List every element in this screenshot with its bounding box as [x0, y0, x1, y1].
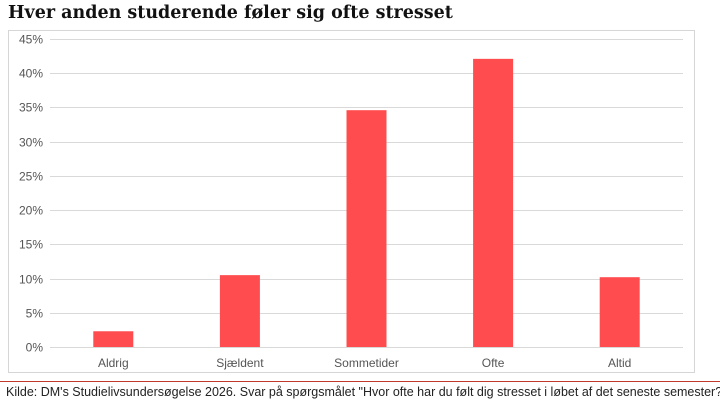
- bar: [599, 277, 640, 347]
- y-tick-label: 40%: [19, 67, 43, 81]
- y-tick-label: 20%: [19, 204, 43, 218]
- x-tick-label: Sommetider: [334, 356, 399, 370]
- x-tick-label: Altid: [608, 356, 631, 370]
- y-tick-label: 35%: [19, 101, 43, 115]
- x-tick-label: Ofte: [482, 356, 505, 370]
- y-tick-label: 5%: [26, 307, 44, 321]
- y-tick-label: 10%: [19, 273, 43, 287]
- footer-divider: [0, 381, 720, 382]
- chart-title: Hver anden studerende føler sig ofte str…: [8, 3, 453, 23]
- y-tick-label: 25%: [19, 170, 43, 184]
- bar: [473, 58, 514, 348]
- bar-chart: 0% 5% 10% 15% 20% 25% 30% 35% 40% 45% Aldrig Sjælde…: [19, 33, 683, 370]
- y-tick-label: 30%: [19, 136, 43, 150]
- x-tick-label: Aldrig: [98, 356, 129, 370]
- bar: [346, 110, 387, 347]
- bar: [93, 331, 134, 347]
- source-note: Kilde: DM's Studielivsundersøgelse 2026.…: [6, 385, 720, 399]
- x-tick-label: Sjældent: [216, 356, 264, 370]
- bar: [219, 275, 260, 347]
- y-tick-label: 45%: [19, 33, 43, 47]
- y-tick-label: 15%: [19, 238, 43, 252]
- y-tick-label: 0%: [26, 341, 44, 355]
- chart-frame: [8, 30, 695, 373]
